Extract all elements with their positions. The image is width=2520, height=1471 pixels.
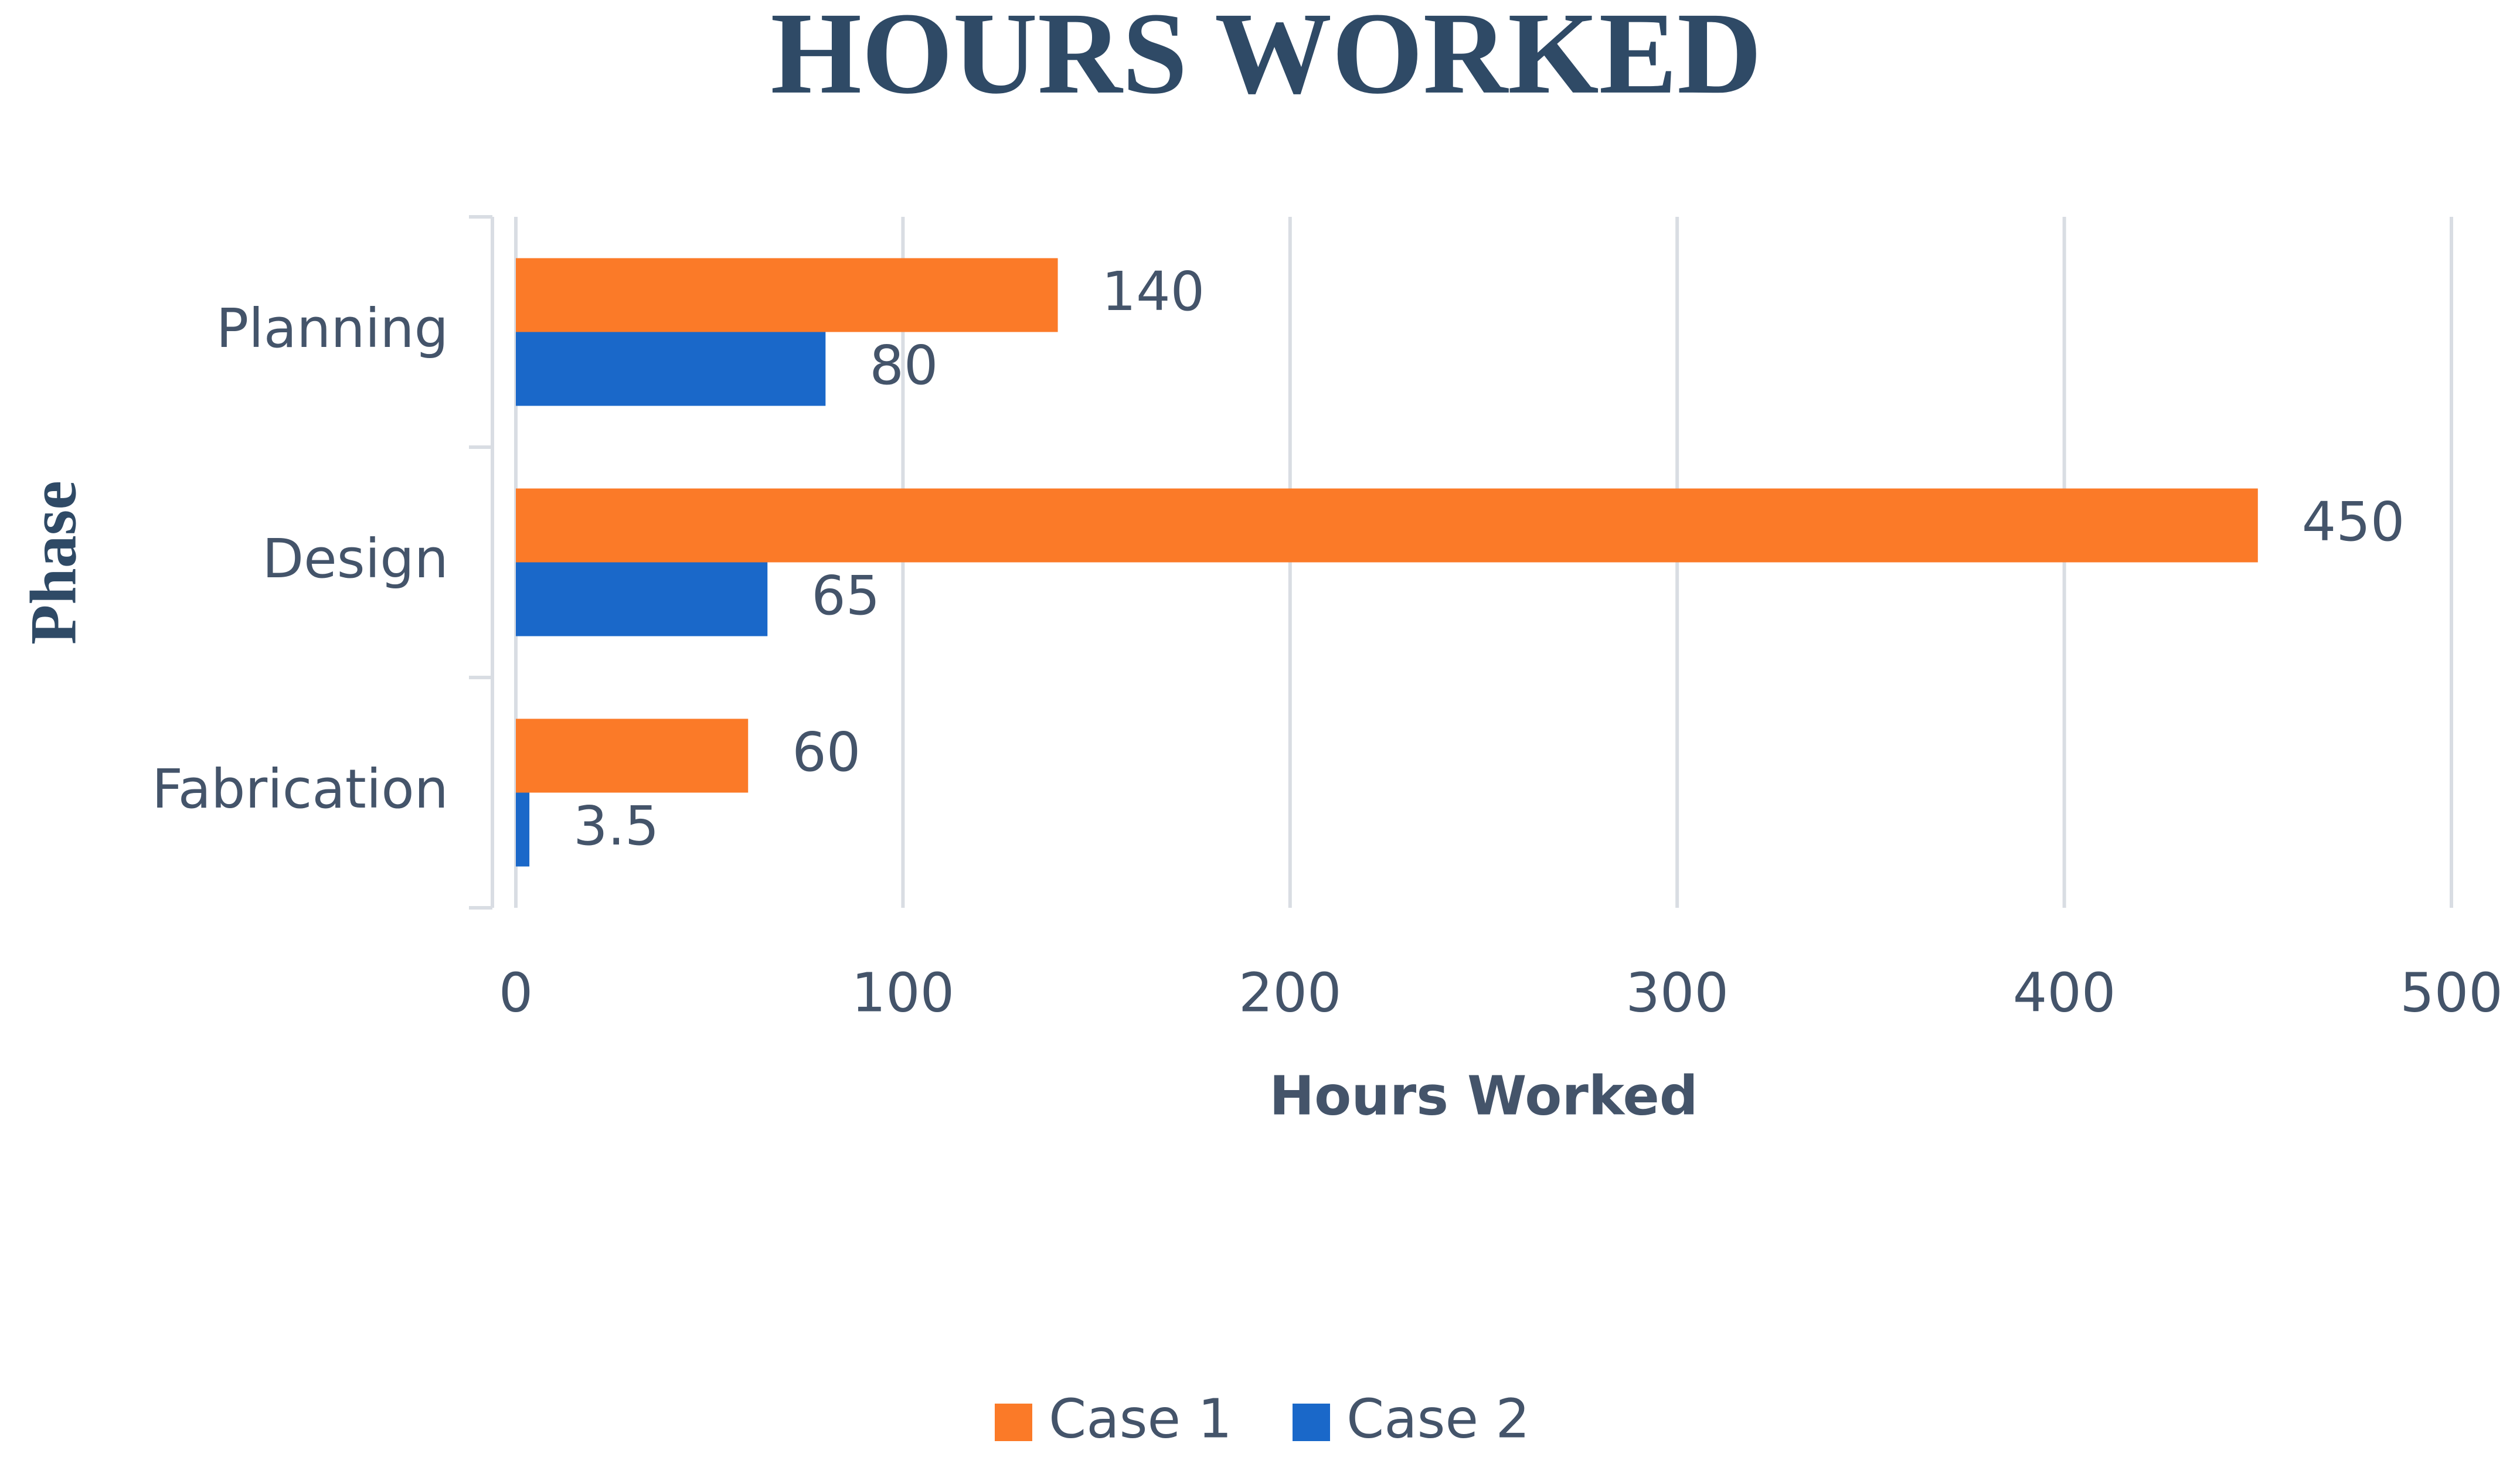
y-axis-title: Phase (18, 481, 90, 645)
bar (516, 332, 826, 406)
data-label: 80 (869, 334, 938, 397)
bar (516, 258, 1058, 332)
x-tick-label: 500 (2400, 961, 2503, 1024)
x-tick-label: 100 (852, 961, 955, 1024)
bar (516, 792, 530, 867)
bar (516, 719, 749, 793)
y-tick-label: Design (262, 527, 448, 590)
bar (516, 562, 768, 636)
x-tick-label: 400 (2013, 961, 2116, 1024)
legend-swatch (1293, 1404, 1330, 1441)
bar (516, 488, 2258, 563)
data-label: 140 (1102, 260, 1205, 323)
y-tick-label: Planning (216, 297, 448, 360)
legend-label: Case 1 (1049, 1387, 1232, 1450)
data-label: 3.5 (573, 795, 659, 857)
x-tick-label: 200 (1239, 961, 1342, 1024)
data-label: 60 (792, 721, 861, 784)
legend-swatch (995, 1404, 1032, 1441)
legend-label: Case 2 (1346, 1387, 1530, 1450)
y-tick-label: Fabrication (152, 758, 448, 820)
chart-title: HOURS WORKED (770, 0, 1761, 118)
x-tick-label: 300 (1625, 961, 1729, 1024)
x-axis-title: Hours Worked (1269, 1064, 1698, 1127)
x-tick-label: 0 (499, 961, 533, 1024)
data-label: 65 (811, 564, 880, 627)
data-label: 450 (2302, 491, 2405, 553)
